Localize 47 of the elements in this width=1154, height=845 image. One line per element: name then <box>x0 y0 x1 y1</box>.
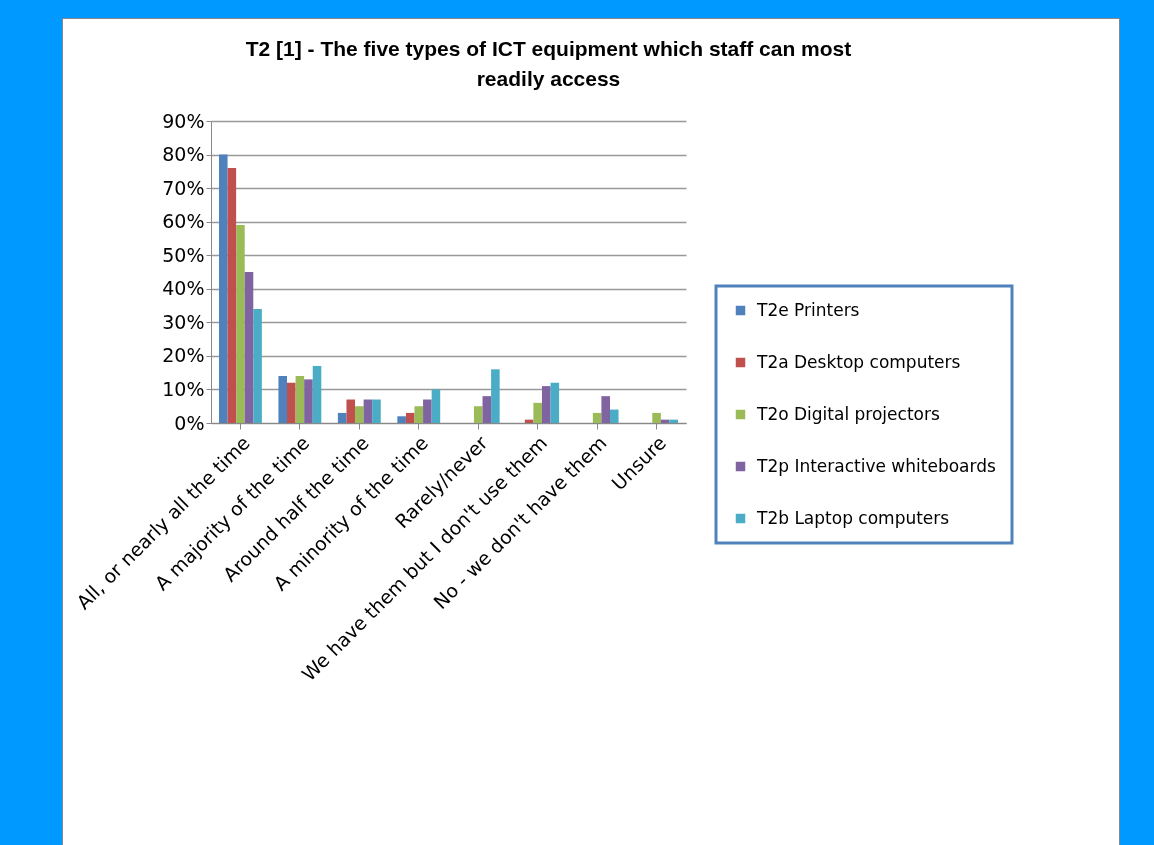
bar <box>372 399 381 423</box>
y-tick-label: 40% <box>162 277 205 300</box>
bar <box>287 382 296 423</box>
legend-label: T2e Printers <box>756 299 860 320</box>
bar <box>227 167 237 423</box>
bar <box>244 272 254 423</box>
bar <box>652 412 661 423</box>
y-tick-label: 80% <box>162 143 205 166</box>
bar <box>295 376 305 423</box>
bar <box>337 412 347 423</box>
y-tick-label: 20% <box>162 344 205 367</box>
y-tick-label: 90% <box>162 109 205 132</box>
bar <box>431 389 441 423</box>
bar <box>550 382 560 423</box>
y-tick-label: 30% <box>162 310 205 333</box>
bar <box>397 416 406 423</box>
bar <box>414 406 424 423</box>
legend-label: T2a Desktop computers <box>756 351 961 372</box>
bar <box>253 308 262 423</box>
bar <box>541 386 551 423</box>
bar <box>312 365 322 423</box>
bar <box>601 396 610 423</box>
bar <box>346 399 356 423</box>
bar <box>473 406 483 423</box>
y-tick-label: 60% <box>162 210 205 233</box>
bar <box>304 379 313 423</box>
legend-label: T2o Digital projectors <box>756 403 940 424</box>
bar <box>533 402 542 423</box>
bar <box>355 406 364 423</box>
y-tick-label: 70% <box>162 176 205 199</box>
bar <box>491 369 500 423</box>
legend-label: T2p Interactive whiteboards <box>756 455 996 476</box>
bar <box>482 396 492 423</box>
chart-title: T2 [1] - The five types of ICT equipment which staff can most readily access <box>245 37 852 90</box>
y-tick-label: 10% <box>162 377 205 400</box>
bar <box>405 412 415 423</box>
bar <box>363 399 373 423</box>
bar <box>669 419 679 423</box>
bar <box>278 376 288 423</box>
y-tick-label: 0% <box>174 411 205 434</box>
bar <box>236 225 245 423</box>
bar <box>592 412 602 423</box>
bar <box>423 399 432 423</box>
y-tick-label: 50% <box>162 243 205 266</box>
legend-label: T2b Laptop computers <box>756 507 950 528</box>
bar <box>218 154 228 423</box>
bar <box>609 409 619 423</box>
